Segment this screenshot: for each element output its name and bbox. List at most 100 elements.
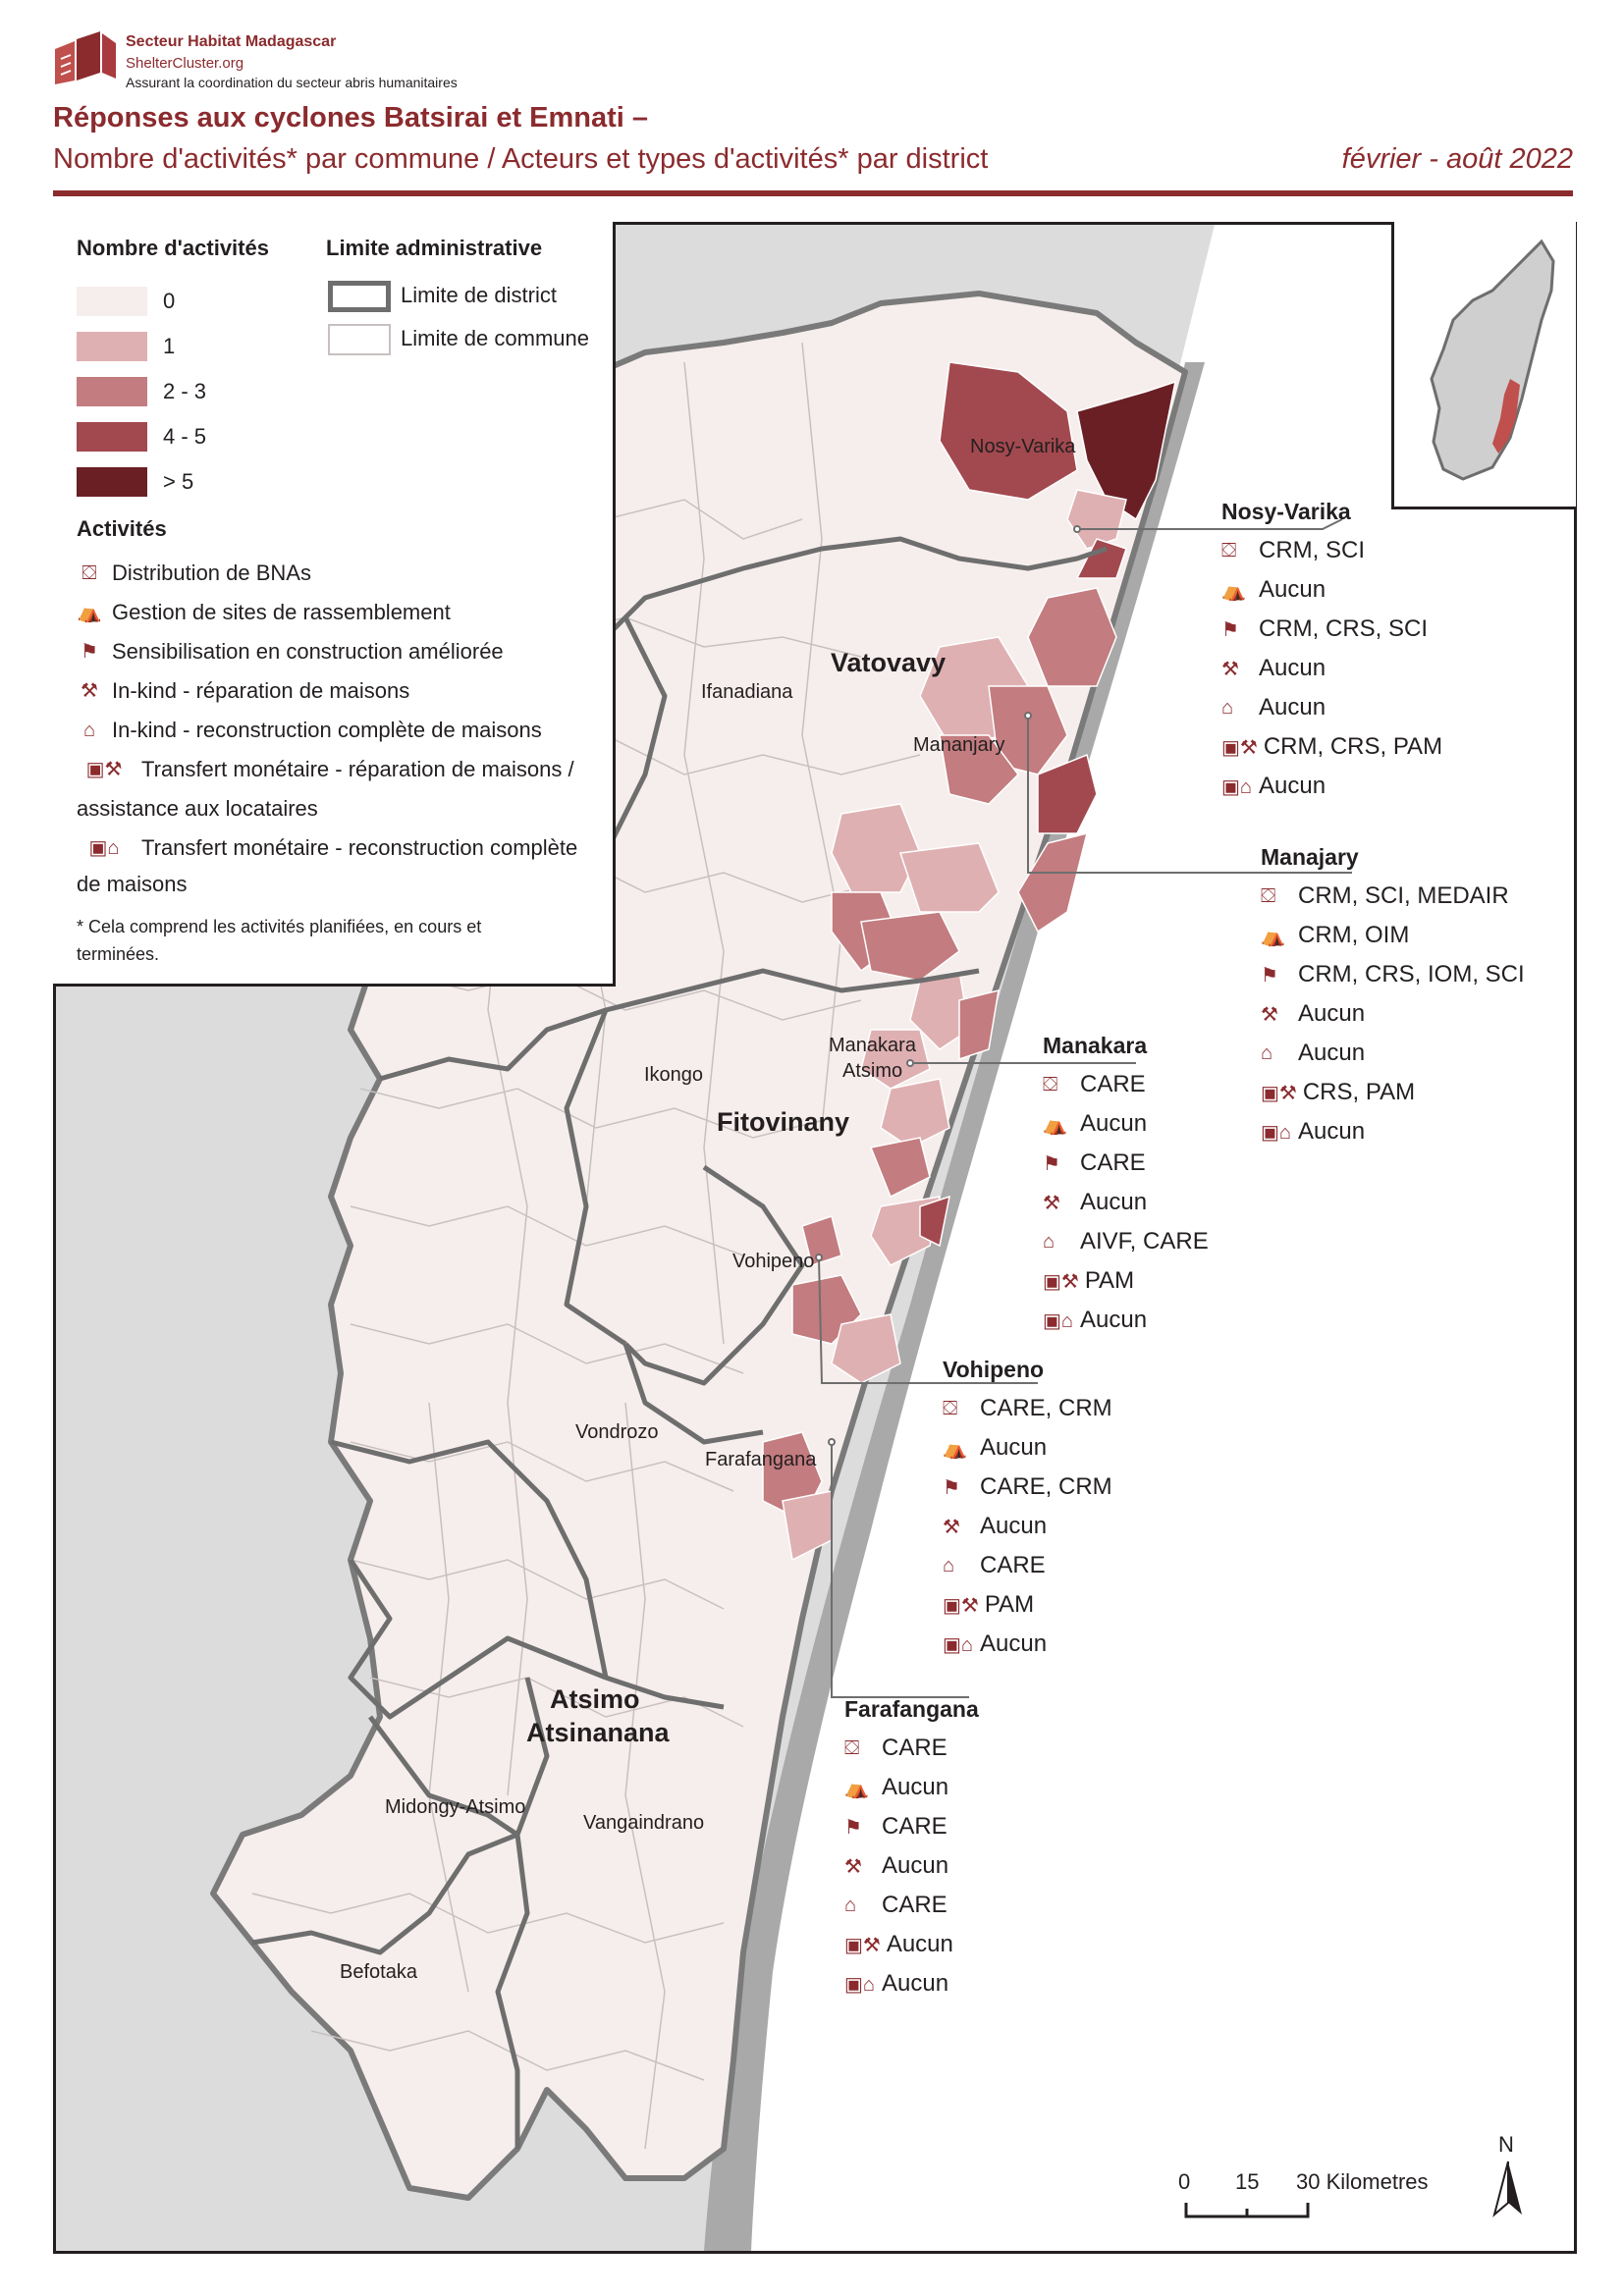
callout-actors: CARE [882,1813,947,1840]
callout-actors: CRM, CRS, PAM [1263,733,1443,760]
house-icon: ⌂ [1261,1041,1273,1064]
repair-house-icon: ⚒ [1221,658,1239,680]
scale-label-15: 15 [1235,2169,1260,2194]
legend-class-label: 2 - 3 [163,379,207,403]
north-label: N [1498,2132,1514,2157]
legend-count-classes: 0 1 2 - 3 4 - 5 > 5 [77,279,206,505]
legend-footnote-1: * Cela comprend les activités planifiées… [77,917,482,936]
callout-actors: Aucun [1080,1110,1148,1137]
callout-title: Manakara [1043,1033,1148,1058]
house-icon: ⌂ [844,1894,857,1916]
callout-actors: Aucun [882,1774,949,1800]
legend-class-label: 0 [163,289,176,313]
place-label-vangaindrano: Vangaindrano [583,1812,705,1834]
map-frame [53,222,1577,2254]
legend-footnote-2: terminées. [77,944,160,964]
site-tent-icon: ⛺ [943,1437,967,1460]
cash-house-icon: ▣⌂ [844,1973,875,1996]
legend-district-swatch [328,281,391,312]
nfi-box-icon: ⛋ [943,1397,958,1419]
legend-district-label: Limite de district [401,283,557,307]
legend-swatch-2 [77,377,147,406]
place-label-mananjary: Mananjary [913,734,1005,756]
training-board-icon: ⚑ [844,1816,862,1839]
callout-actors: Aucun [1259,773,1326,799]
legend-swatch-4 [77,467,147,497]
callout-actors: Aucun [1298,1118,1366,1145]
house-icon: ⌂ [943,1554,955,1576]
house-icon: ⌂ [82,720,96,741]
callout-actors: Aucun [1259,576,1326,603]
district-label-vatovavy: Vatovavy [831,648,947,677]
callout-actors: PAM [984,1591,1035,1618]
callout-actors: CRM, OIM [1298,922,1410,948]
cash-repair-icon: ▣⚒ [943,1594,979,1617]
legend-class-label: > 5 [163,469,194,494]
place-label-manakara: Manakara [829,1035,916,1056]
legend-class-label: 1 [163,334,176,358]
cash-repair-icon: ▣⚒ [1043,1270,1079,1293]
training-board-icon: ⚑ [1043,1152,1060,1175]
repair-house-icon: ⚒ [1261,1003,1278,1026]
repair-house-icon: ⚒ [943,1516,960,1538]
map-subtitle: Nombre d'activités* par commune / Acteur… [53,143,989,175]
callout-actors: CARE [1080,1149,1146,1176]
nfi-box-icon: ⛋ [1261,884,1276,907]
callout-actors: Aucun [1259,694,1326,721]
legend-swatch-0 [77,287,147,316]
legend-boundary-title: Limite administrative [326,236,543,260]
callout-actors: CRM, CRS, IOM, SCI [1298,961,1525,988]
callout-actors: CRS, PAM [1302,1079,1416,1105]
callout-actors: Aucun [882,1852,949,1879]
legend-activity-label-cont: assistance aux locataires [77,796,318,821]
cash-repair-icon: ▣⚒ [1221,736,1258,759]
legend-activities-list: ⛋ Distribution de BNAs ⛺ Gestion de sites … [77,554,607,901]
legend-commune-swatch [328,324,391,355]
legend-activity-label: Sensibilisation en construction amélioré… [112,639,504,664]
org-site: ShelterCluster.org [126,55,244,72]
place-label-vohipeno: Vohipeno [732,1251,815,1272]
legend-activity-label: Transfert monétaire - réparation de mais… [141,757,574,781]
cash-repair-icon: ▣⚒ [1261,1082,1297,1104]
scale-bar [1184,2203,1310,2218]
callout-title: Vohipeno [943,1357,1045,1382]
callout-actors: CARE, CRM [980,1395,1112,1421]
nfi-box-icon: ⛋ [844,1736,860,1759]
repair-house-icon: ⚒ [1043,1192,1060,1214]
cash-repair-icon: ▣⚒ [844,1934,881,1956]
place-label-atsimo-small: Atsimo [842,1060,903,1082]
legend-activity-label-cont: de maisons [77,872,188,896]
place-label-midongy-atsimo: Midongy-Atsimo [385,1796,526,1818]
legend-activities-title: Activités [77,516,167,541]
training-board-icon: ⚑ [81,641,98,663]
callout-actors: CRM, SCI, MEDAIR [1298,882,1509,909]
callout-actors: CARE, CRM [980,1473,1112,1500]
cash-repair-icon: ▣⚒ [85,759,123,780]
callout-actors: AIVF, CARE [1080,1228,1209,1255]
period-label: février - août 2022 [1341,143,1573,175]
scale-label-0: 0 [1178,2169,1191,2194]
place-label-befotaka: Befotaka [340,1961,417,1983]
callout-manajary: Manajary ⛋ CRM, SCI, MEDAIR ⛺ CRM, OIM ⚑ CR… [1261,844,1555,1151]
callout-actors: Aucun [886,1931,953,1957]
site-tent-icon: ⛺ [1043,1113,1067,1136]
training-board-icon: ⚑ [943,1476,960,1499]
cash-house-icon: ▣⌂ [1043,1309,1073,1332]
training-board-icon: ⚑ [1261,964,1278,987]
cash-house-icon: ▣⌂ [1261,1121,1291,1144]
district-label-atsimo: Atsimo [550,1684,640,1714]
legend-class-label: 4 - 5 [163,424,207,449]
callout-actors: Aucun [1080,1307,1148,1333]
nfi-box-icon: ⛋ [1043,1073,1058,1095]
callout-actors: CARE [882,1892,947,1918]
callout-actors: CRM, SCI [1259,537,1365,563]
nfi-box-icon: ⛋ [1221,539,1237,561]
house-icon: ⌂ [1221,696,1234,719]
callout-actors: PAM [1084,1267,1135,1294]
district-label-atsinanana: Atsinanana [526,1718,670,1747]
callout-actors: Aucun [1298,1040,1366,1066]
callout-nosy-varika: Nosy-Varika ⛋ CRM, SCI ⛺ Aucun ⚑ CRM, CRS, … [1221,499,1477,806]
site-tent-icon: ⛺ [844,1777,869,1799]
legend-count-title: Nombre d'activités [77,236,269,260]
callout-actors: CRM, CRS, SCI [1259,615,1429,642]
